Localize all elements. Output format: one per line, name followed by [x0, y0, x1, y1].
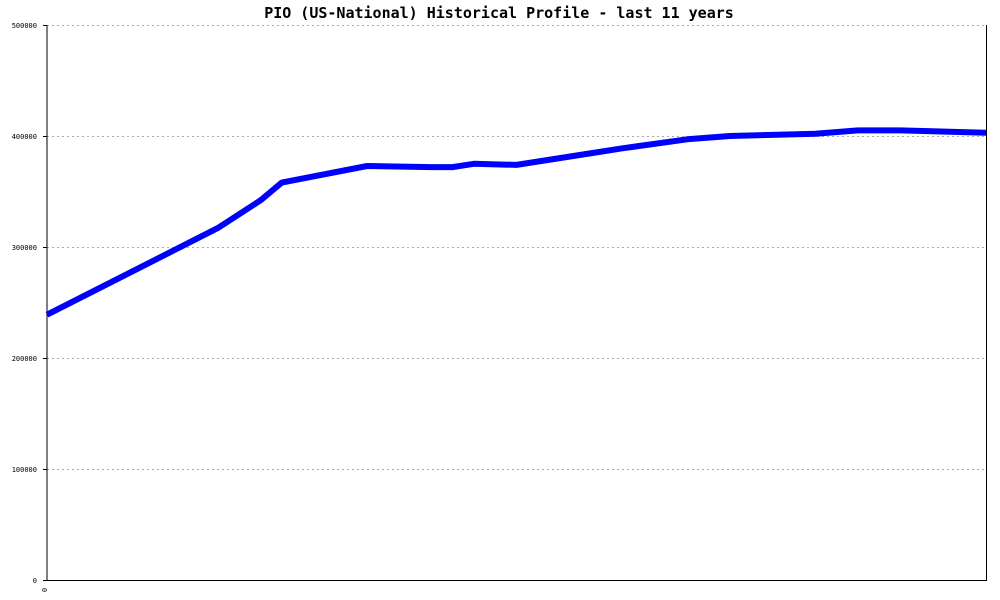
- y-tick-label: 500000: [12, 22, 37, 30]
- series-layer: [45, 127, 987, 318]
- x-tick-label: 0: [41, 588, 49, 592]
- gridlines: [47, 25, 986, 470]
- tick-labels: 0 100000 200000 300000 400000 500000 0: [12, 22, 49, 592]
- y-tick-label: 200000: [12, 355, 37, 363]
- chart-title: PIO (US-National) Historical Profile - l…: [264, 4, 734, 22]
- axes: [46, 25, 987, 581]
- y-tick-label: 300000: [12, 244, 37, 252]
- y-tick-label: 400000: [12, 133, 37, 141]
- y-tick-label: 0: [33, 577, 37, 585]
- series-line-0: [45, 127, 987, 318]
- y-tick-label: 100000: [12, 466, 37, 474]
